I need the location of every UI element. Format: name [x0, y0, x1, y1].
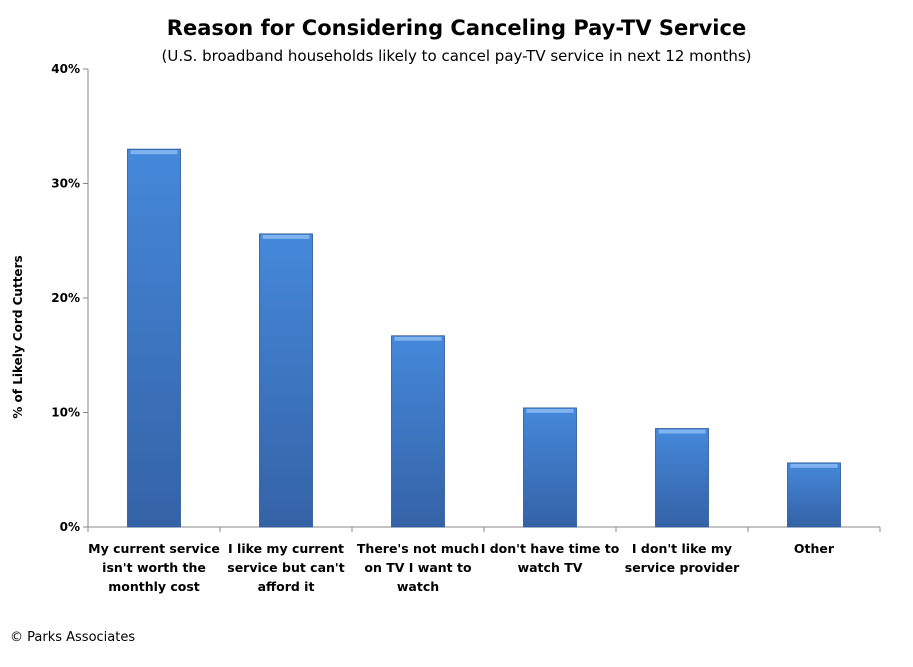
y-tick-label: 40% — [51, 62, 80, 76]
bar-highlight — [790, 463, 838, 468]
bar-highlight — [262, 234, 310, 239]
y-tick-label: 30% — [51, 177, 80, 191]
bar-highlight — [394, 336, 442, 341]
bar — [655, 428, 709, 528]
bar-highlight — [526, 408, 574, 413]
y-tick-label: 20% — [51, 291, 80, 305]
x-tick-label: Other — [794, 541, 835, 556]
bar-highlight — [658, 429, 706, 434]
bar — [787, 462, 841, 528]
x-tick-label: There's not much on TV I want to watch — [357, 541, 479, 594]
y-tick-label: 10% — [51, 406, 80, 420]
copyright: © Parks Associates — [10, 630, 136, 645]
x-tick-label: My current service isn't worth the monthly… — [88, 541, 220, 594]
x-tick-label: I don't have time to watch TV — [481, 541, 620, 575]
bar — [127, 148, 181, 528]
x-tick-label: I don't like my service provider — [625, 541, 740, 575]
chart-title: Reason for Considering Canceling Pay-TV … — [166, 16, 747, 40]
bar — [259, 233, 313, 528]
y-tick-label: 0% — [60, 520, 80, 534]
bar — [391, 335, 445, 528]
bar — [523, 407, 577, 528]
bar-highlight — [130, 150, 178, 155]
x-tick-label: I like my current service but can't afford… — [227, 541, 344, 594]
chart-subtitle: (U.S. broadband households likely to can… — [161, 47, 752, 65]
